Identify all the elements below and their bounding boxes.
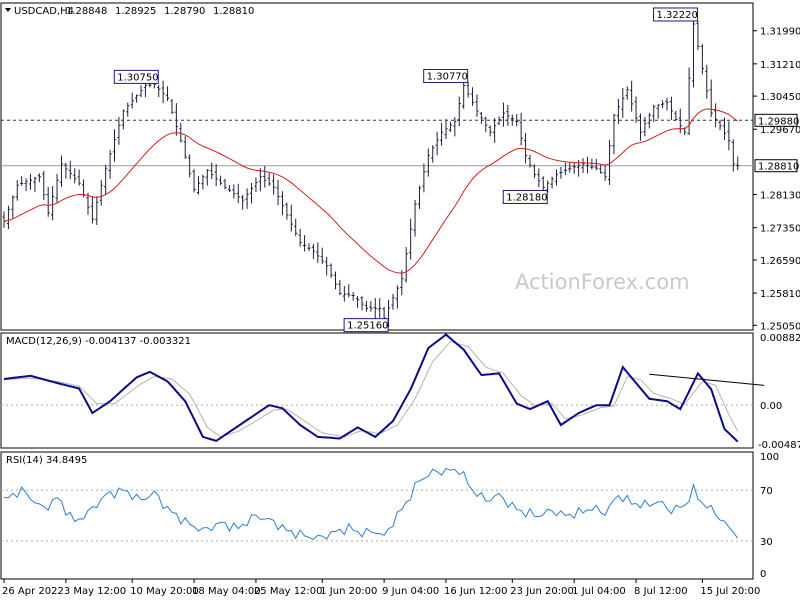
- open-value: 1.28848: [66, 6, 107, 17]
- time-axis-label: 26 Apr 2022: [2, 586, 64, 597]
- time-axis-label: 23 Jun 20:00: [510, 586, 574, 597]
- price-value-label-level: 1.29880: [758, 116, 799, 127]
- macd-axis-label: 0.00882: [760, 333, 800, 344]
- macd-axis: 0.00882 0.00 -0.004872: [758, 333, 800, 451]
- price-value-box-current: [754, 159, 798, 173]
- close-value: 1.28810: [213, 6, 254, 17]
- time-axis-label: 16 Jun 12:00: [444, 586, 508, 597]
- time-axis-label: 18 May 04:00: [192, 586, 261, 597]
- rsi-axis-label: 100: [760, 452, 779, 463]
- price-plot: 1.30750 1.30770 1.28180 1.25160 1.32220: [1, 7, 753, 333]
- price-value-box-level: [754, 113, 798, 127]
- price-axis-label: 1.26590: [760, 256, 800, 267]
- rsi-plot: [1, 467, 753, 542]
- price-value-label-current: 1.28810: [758, 162, 799, 173]
- price-annotation-label: 1.30770: [427, 72, 468, 83]
- moving-average-line: [3, 108, 739, 274]
- macd-label: MACD(12,26,9) -0.004137 -0.003321: [6, 336, 191, 347]
- rsi-axis-label: 30: [760, 537, 773, 548]
- watermark-text: ActionForex.com: [515, 270, 690, 294]
- time-axis-label: 25 May 12:00: [254, 586, 323, 597]
- time-axis-label: 10 May 20:00: [130, 586, 199, 597]
- price-axis-label: 1.31990: [760, 27, 800, 38]
- price-axis-label: 1.27350: [760, 224, 800, 235]
- macd-main-line: [3, 333, 739, 443]
- macd-axis-label: 0.00: [760, 401, 782, 412]
- rsi-axis-label: 70: [760, 486, 773, 497]
- high-value: 1.28925: [115, 6, 156, 17]
- time-axis-label: 8 Jul 12:00: [634, 586, 688, 597]
- rsi-line: [3, 467, 739, 540]
- macd-panel-frame: [0, 332, 754, 449]
- time-axis-label: 1 Jul 04:00: [572, 586, 626, 597]
- symbol-label: USDCAD,H4: [14, 6, 74, 17]
- rsi-label: RSI(14) 34.8495: [6, 455, 87, 466]
- time-axis-label: 15 Jul 20:00: [700, 586, 760, 597]
- price-annotation-label: 1.30750: [117, 72, 158, 83]
- rsi-axis-label: 0: [760, 569, 766, 580]
- price-axis-label: 1.30450: [760, 92, 800, 103]
- price-axis: 1.31990 1.31210 1.30450 1.29670 1.28130 1.273…: [753, 27, 800, 332]
- price-axis-label: 1.29670: [760, 125, 800, 136]
- price-axis-label: 1.25810: [760, 289, 800, 300]
- price-axis-label: 1.25050: [760, 321, 800, 332]
- macd-signal-line: [3, 341, 739, 438]
- time-axis-label: 3 May 12:00: [64, 586, 126, 597]
- macd-trendline: [649, 373, 765, 386]
- price-header: USDCAD,H4 1.28848 1.28925 1.28790 1.2881…: [5, 6, 254, 17]
- low-value: 1.28790: [164, 6, 205, 17]
- price-axis-label: 1.28130: [760, 191, 800, 202]
- rsi-panel-frame: [0, 451, 754, 580]
- time-axis-label: 9 Jun 04:00: [382, 586, 439, 597]
- time-axis-label: 1 Jun 20:00: [320, 586, 377, 597]
- price-annotation-label: 1.28180: [506, 192, 547, 203]
- price-annotation-label: 1.25160: [347, 321, 388, 332]
- rsi-axis: 100 70 30 0: [760, 452, 779, 580]
- macd-plot: [1, 333, 765, 443]
- price-annotation-label: 1.32220: [657, 10, 698, 21]
- price-axis-label: 1.31210: [760, 60, 800, 71]
- macd-axis-label: -0.004872: [758, 440, 800, 451]
- collapse-triangle-icon: [5, 8, 11, 12]
